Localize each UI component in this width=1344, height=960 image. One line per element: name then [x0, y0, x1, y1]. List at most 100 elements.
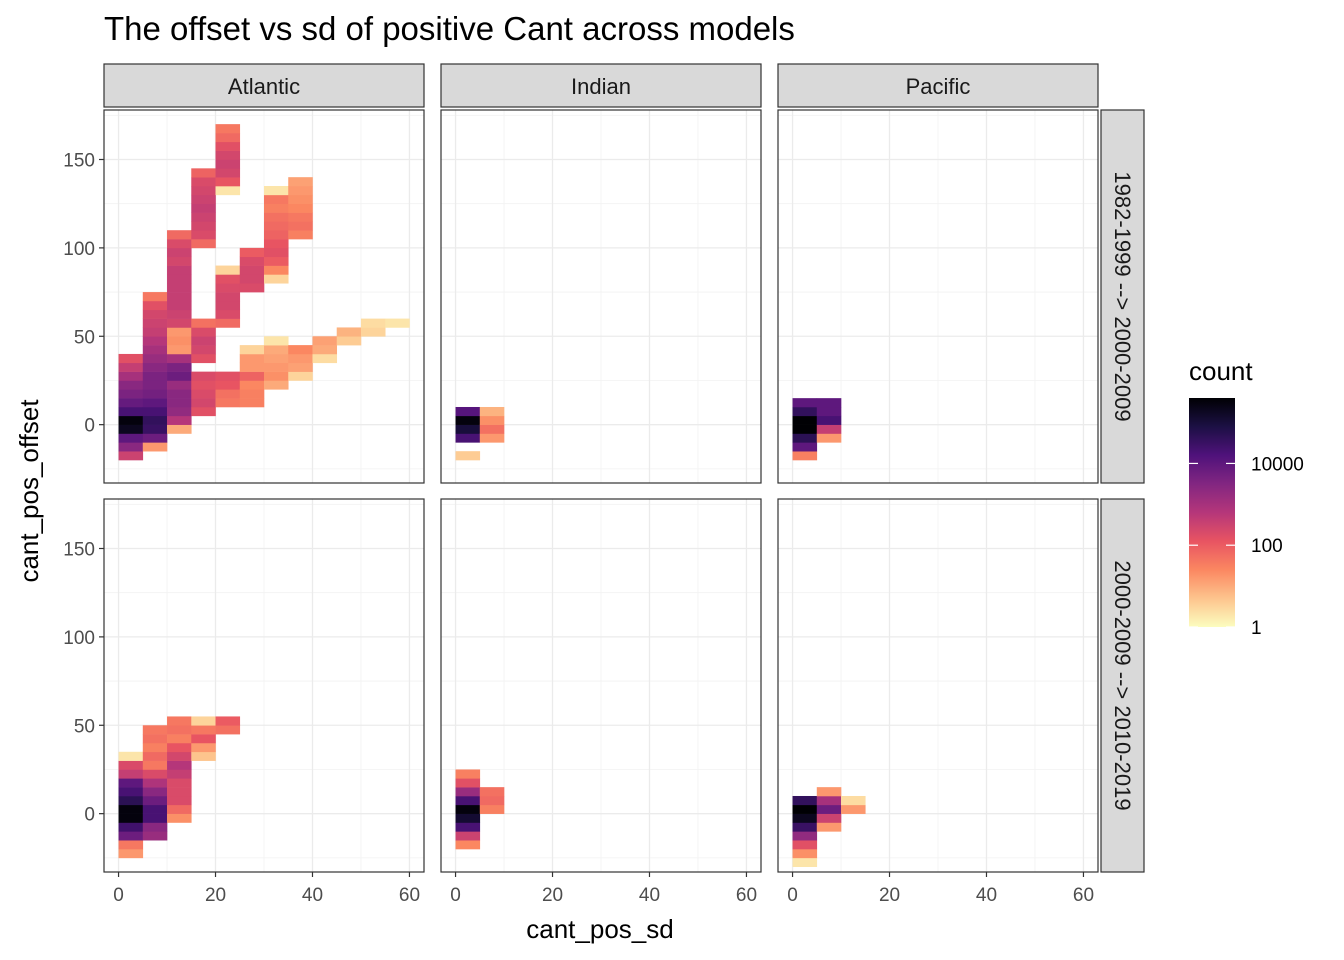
heatmap-tile	[142, 300, 168, 311]
heatmap-tile	[167, 318, 192, 328]
heatmap-tile	[142, 415, 168, 425]
heatmap-tile	[191, 230, 216, 240]
heatmap-tile	[264, 345, 289, 355]
heatmap-tile	[167, 769, 192, 779]
heatmap-tile	[142, 371, 168, 381]
heatmap-tile	[264, 194, 289, 204]
heatmap-tile	[479, 433, 505, 443]
heatmap-tile	[792, 822, 818, 832]
heatmap-tile	[792, 831, 818, 841]
heatmap-tile	[264, 186, 289, 196]
heatmap-tile	[118, 415, 144, 425]
heatmap-tile	[167, 336, 192, 346]
heatmap-tile	[142, 769, 168, 779]
heatmap-tile	[264, 265, 289, 275]
heatmap-tile	[792, 451, 818, 461]
facet-panel-pacific-1	[777, 109, 1099, 484]
heatmap-tile	[792, 406, 818, 417]
heatmap-tile	[455, 451, 481, 461]
heatmap-tile	[264, 239, 289, 249]
heatmap-tile	[191, 168, 216, 178]
heatmap-tile	[215, 265, 241, 275]
heatmap-tile	[167, 327, 192, 337]
heatmap-tile	[215, 300, 241, 311]
y-tick-label: 0	[84, 416, 95, 437]
column-strip-label: Atlantic	[228, 74, 300, 99]
heatmap-tile	[215, 716, 241, 726]
legend-break-label: 1	[1251, 618, 1262, 639]
x-tick-label: 20	[205, 885, 226, 906]
heatmap-tile	[167, 725, 192, 735]
heatmap-tile	[288, 212, 313, 222]
heatmap-tile	[142, 433, 168, 443]
heatmap-tile	[118, 831, 144, 841]
heatmap-tile	[142, 822, 168, 832]
heatmap-tile	[191, 221, 216, 231]
heatmap-tile	[455, 424, 481, 434]
heatmap-tile	[312, 336, 338, 346]
heatmap-tile	[191, 371, 216, 381]
heatmap-tile	[142, 751, 168, 761]
heatmap-tile	[215, 168, 241, 178]
heatmap-tile	[816, 406, 842, 417]
heatmap-tile	[239, 371, 265, 381]
column-strip-label: Pacific	[906, 74, 971, 99]
heatmap-tile	[191, 203, 216, 213]
heatmap-tile	[239, 256, 265, 266]
heatmap-tile	[792, 442, 818, 452]
facet-panel-pacific-2: 0 20 40 60	[777, 498, 1099, 906]
heatmap-tile	[479, 787, 505, 797]
heatmap-tile	[239, 389, 265, 399]
heatmap-tile	[167, 362, 192, 372]
column-strip-label: Indian	[571, 74, 631, 99]
y-tick-label: 100	[63, 239, 95, 260]
heatmap-tile	[118, 795, 144, 806]
panel-border	[440, 498, 762, 873]
heatmap-tile	[816, 822, 842, 832]
heatmap-tile	[118, 778, 144, 788]
heatmap-tile	[142, 336, 168, 346]
heatmap-tile	[479, 415, 505, 425]
heatmap-tile	[288, 194, 313, 204]
heatmap-tile	[264, 362, 289, 372]
y-tick-label: 0	[84, 805, 95, 826]
heatmap-tile	[455, 769, 481, 779]
heatmap-tile	[167, 230, 192, 240]
legend-break-label: 10000	[1251, 454, 1304, 475]
heatmap-tile	[215, 274, 241, 284]
heatmap-tile	[264, 230, 289, 240]
heatmap-tile	[455, 822, 481, 832]
x-tick-label: 20	[542, 885, 563, 906]
heatmap-tile	[479, 424, 505, 434]
heatmap-tile	[191, 398, 216, 408]
legend-colorbar	[1189, 398, 1235, 627]
heatmap-tile	[816, 795, 842, 806]
heatmap-tile	[118, 849, 144, 859]
x-tick-label: 60	[736, 885, 757, 906]
heatmap-tile	[167, 389, 192, 399]
heatmap-tile	[816, 804, 842, 814]
heatmap-tile	[215, 398, 241, 408]
heatmap-tile	[118, 406, 144, 417]
y-tick-label: 150	[63, 150, 95, 171]
heatmap-tile	[142, 398, 168, 408]
heatmap-tile	[264, 371, 289, 381]
heatmap-tile	[841, 795, 866, 806]
row-strip-label: 1982-1999 --> 2000-2009	[1110, 171, 1135, 421]
heatmap-tile	[167, 371, 192, 381]
heatmap-tile	[142, 362, 168, 372]
heatmap-tile	[455, 433, 481, 443]
heatmap-tile	[264, 380, 289, 390]
x-tick-label: 60	[399, 885, 420, 906]
heatmap-tile	[479, 406, 505, 417]
facet-panel-indian-2: 0 20 40 60	[440, 498, 762, 906]
heatmap-tile	[142, 725, 168, 735]
heatmap-tile	[191, 194, 216, 204]
heatmap-tile	[215, 371, 241, 381]
y-axis-title: cant_pos_offset	[14, 399, 44, 583]
heatmap-tile	[191, 734, 216, 744]
heatmap-tile	[142, 327, 168, 337]
heatmap-tile	[167, 424, 192, 434]
heatmap-tile	[792, 804, 818, 814]
heatmap-tile	[239, 380, 265, 390]
